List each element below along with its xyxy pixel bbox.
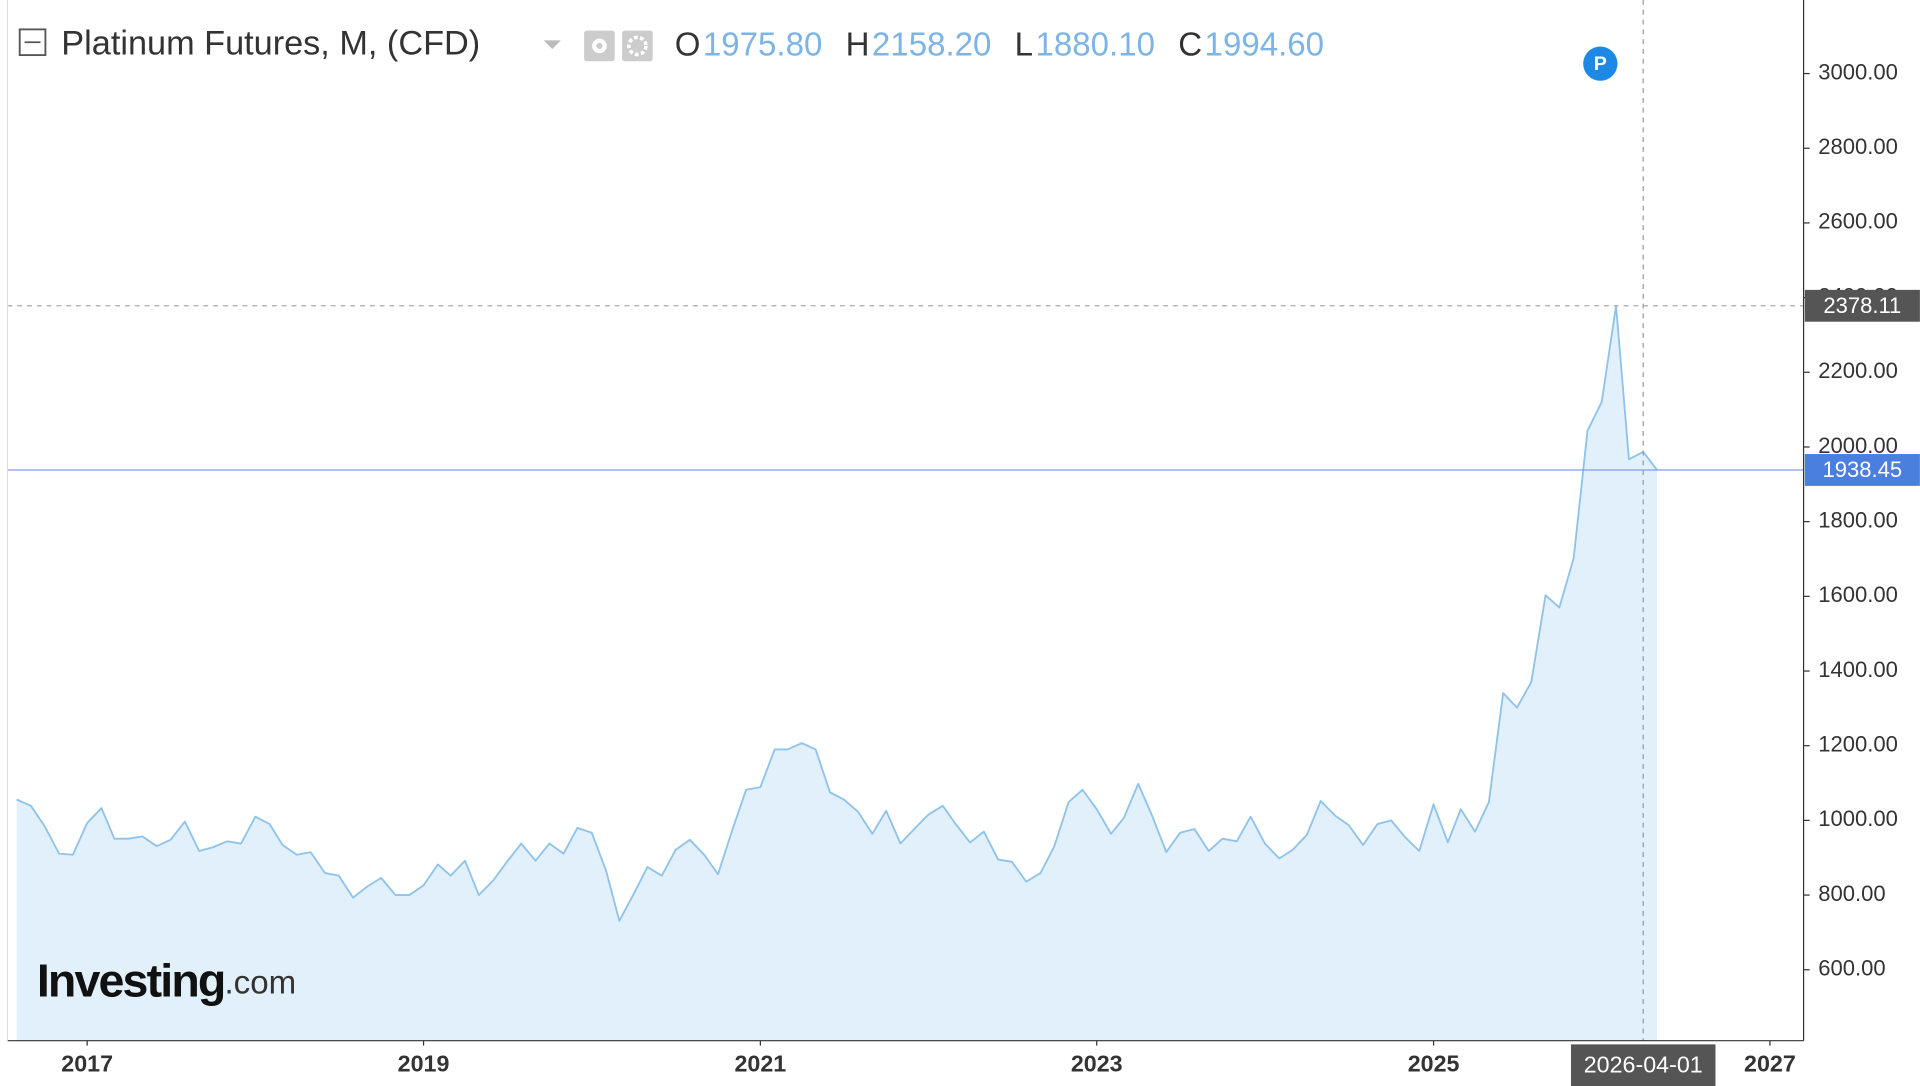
ohlc-key: H bbox=[846, 26, 870, 63]
area-fill bbox=[16, 305, 1658, 1041]
x-tick-label: 2017 bbox=[61, 1050, 113, 1076]
price-level-box bbox=[1804, 454, 1920, 486]
x-tick-label: 2025 bbox=[1408, 1050, 1460, 1076]
crosshair-label: 2026-04-01 bbox=[1584, 1052, 1703, 1078]
x-tick-label: 2021 bbox=[735, 1050, 787, 1076]
collapse-icon[interactable] bbox=[18, 28, 47, 57]
chart-title: Platinum Futures, M, (CFD) bbox=[61, 24, 480, 62]
badge-label: P bbox=[1594, 53, 1607, 75]
visibility-icon-pupil bbox=[596, 42, 603, 49]
y-tick-label: 2000.00 bbox=[1818, 433, 1898, 458]
axes: 600.00 800.00 1000.00 1200.00 1400.00 1600.00… bbox=[6, 0, 1920, 1086]
price-line bbox=[16, 304, 1658, 922]
settings-icon[interactable] bbox=[622, 30, 653, 62]
y-tick-label: 800.00 bbox=[1818, 881, 1885, 906]
ohlc-value: 1994.60 bbox=[1205, 26, 1324, 63]
y-tick-label: 1800.00 bbox=[1818, 507, 1898, 532]
ohlc-value: 1975.80 bbox=[703, 26, 822, 63]
y-tick-label: 1000.00 bbox=[1818, 806, 1898, 831]
settings-icon-gear bbox=[626, 35, 648, 57]
watermark: Investing.com bbox=[37, 955, 296, 1007]
y-tick-label: 600.00 bbox=[1818, 956, 1885, 981]
y-tick-label: 2600.00 bbox=[1818, 209, 1898, 234]
y-tick-label: 2800.00 bbox=[1818, 134, 1898, 159]
x-tick-label: 2023 bbox=[1071, 1050, 1123, 1076]
x-tick-label: 2019 bbox=[398, 1050, 450, 1076]
ohlc-key: C bbox=[1178, 26, 1202, 63]
y-tick-label: 1200.00 bbox=[1818, 732, 1898, 757]
y-tick-label: 3000.00 bbox=[1818, 59, 1898, 84]
x-tick-label: 2027 bbox=[1744, 1050, 1796, 1076]
dropdown-arrow[interactable] bbox=[543, 40, 561, 49]
plot-area bbox=[7, 0, 1804, 1041]
watermark-brand: Investing.com bbox=[37, 955, 296, 1007]
y-tick-label: 1400.00 bbox=[1818, 657, 1898, 682]
ohlc-key: L bbox=[1015, 26, 1033, 63]
ohlc-value: 1880.10 bbox=[1036, 26, 1155, 63]
price-level-label: 1938.45 bbox=[1823, 457, 1903, 482]
badge[interactable] bbox=[1583, 46, 1618, 81]
y-tick-label: 2200.00 bbox=[1818, 358, 1898, 383]
price-level-box bbox=[1804, 289, 1920, 322]
ohlc-key: O bbox=[675, 26, 701, 63]
watermark-brand-text: Investing bbox=[37, 955, 225, 1007]
watermark-suffix: .com bbox=[225, 964, 297, 1001]
ohlc-values: O 1975.80 H 2158.20 L 1880.10 C 1994.60 bbox=[675, 26, 1324, 63]
price-level-label: 2378.11 bbox=[1823, 293, 1901, 318]
header: Platinum Futures, M, (CFD) O 1975.80 H 2158… bbox=[18, 24, 1618, 81]
ohlc-value: 2158.20 bbox=[872, 26, 991, 63]
y-tick-label: 1600.00 bbox=[1818, 582, 1898, 607]
crosshair-box bbox=[1570, 1044, 1716, 1086]
